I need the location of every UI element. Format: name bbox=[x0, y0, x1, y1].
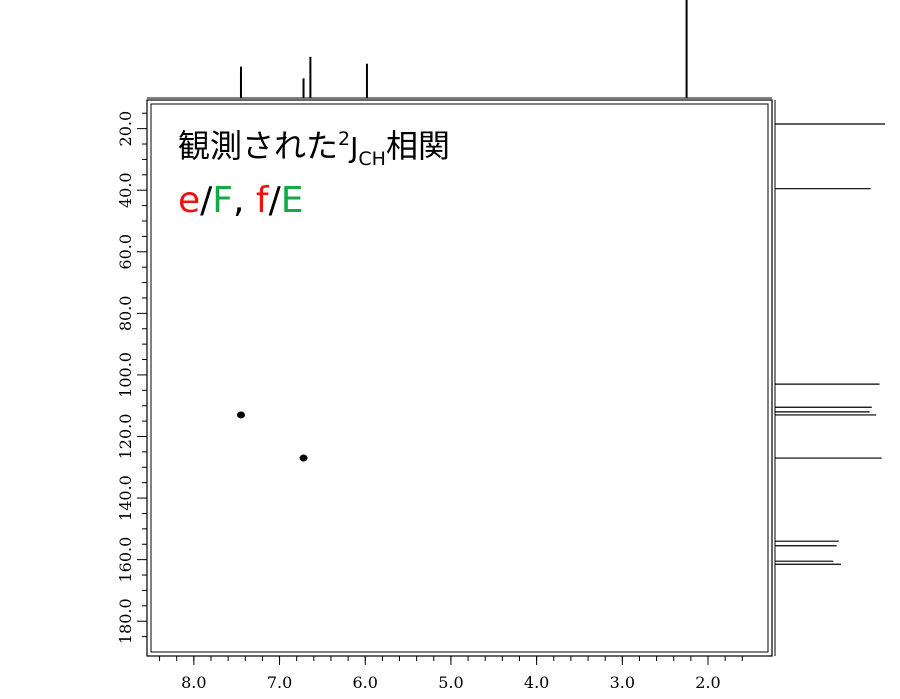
plot-frame-inner bbox=[150, 103, 769, 653]
pair1-sep: / bbox=[200, 180, 213, 221]
x-tick-label: 2.0 bbox=[695, 673, 720, 692]
x-tick-label: 6.0 bbox=[353, 673, 378, 692]
x-tick-label: 4.0 bbox=[524, 673, 549, 692]
annotation-subscript: CH bbox=[358, 148, 386, 170]
right-1d-projection bbox=[774, 100, 885, 656]
annotation-title: 観測された2JCH相関 bbox=[178, 127, 450, 170]
pair-comma: , bbox=[233, 180, 256, 221]
pair1-F: F bbox=[212, 180, 233, 221]
cross-peaks bbox=[236, 411, 308, 462]
x-tick-label: 7.0 bbox=[267, 673, 292, 692]
plot-frame-outer bbox=[146, 99, 773, 657]
pair2-E: E bbox=[281, 180, 304, 221]
y-tick-label: 140.0 bbox=[116, 475, 135, 521]
y-tick-label: 120.0 bbox=[116, 414, 135, 460]
annotation-pairs: e/F, f/E bbox=[178, 180, 303, 221]
pair2-sep: / bbox=[269, 180, 282, 221]
cross-peak-point bbox=[299, 454, 308, 462]
top-1d-projection bbox=[147, 0, 772, 99]
y-tick-label: 40.0 bbox=[116, 172, 135, 208]
y-tick-label: 100.0 bbox=[116, 352, 135, 398]
annotation-title-tail: 相関 bbox=[386, 127, 450, 165]
y-tick-label: 60.0 bbox=[116, 234, 135, 270]
cross-peak-point bbox=[236, 411, 245, 419]
y-tick-label: 80.0 bbox=[116, 296, 135, 332]
pair1-e: e bbox=[178, 180, 200, 221]
plot-frame bbox=[146, 99, 773, 657]
y-axis: 20.0 40.0 60.0 80.0 100.0 120.0 140.0 160.0 180.… bbox=[116, 111, 147, 644]
x-tick-label: 3.0 bbox=[610, 673, 635, 692]
y-tick-label: 180.0 bbox=[116, 598, 135, 644]
correlation-annotation: 観測された2JCH相関 e/F, f/E bbox=[178, 127, 450, 221]
pair2-f: f bbox=[256, 180, 270, 221]
x-tick-label: 8.0 bbox=[181, 673, 206, 692]
y-tick-label: 20.0 bbox=[116, 111, 135, 147]
x-axis: 8.0 7.0 6.0 5.0 4.0 3.0 2.0 bbox=[159, 656, 743, 692]
x-tick-label: 5.0 bbox=[438, 673, 463, 692]
annotation-title-main: 観測された bbox=[178, 127, 338, 165]
y-tick-label: 160.0 bbox=[116, 537, 135, 583]
annotation-j: J bbox=[348, 131, 358, 164]
annotation-superscript: 2 bbox=[338, 128, 350, 150]
